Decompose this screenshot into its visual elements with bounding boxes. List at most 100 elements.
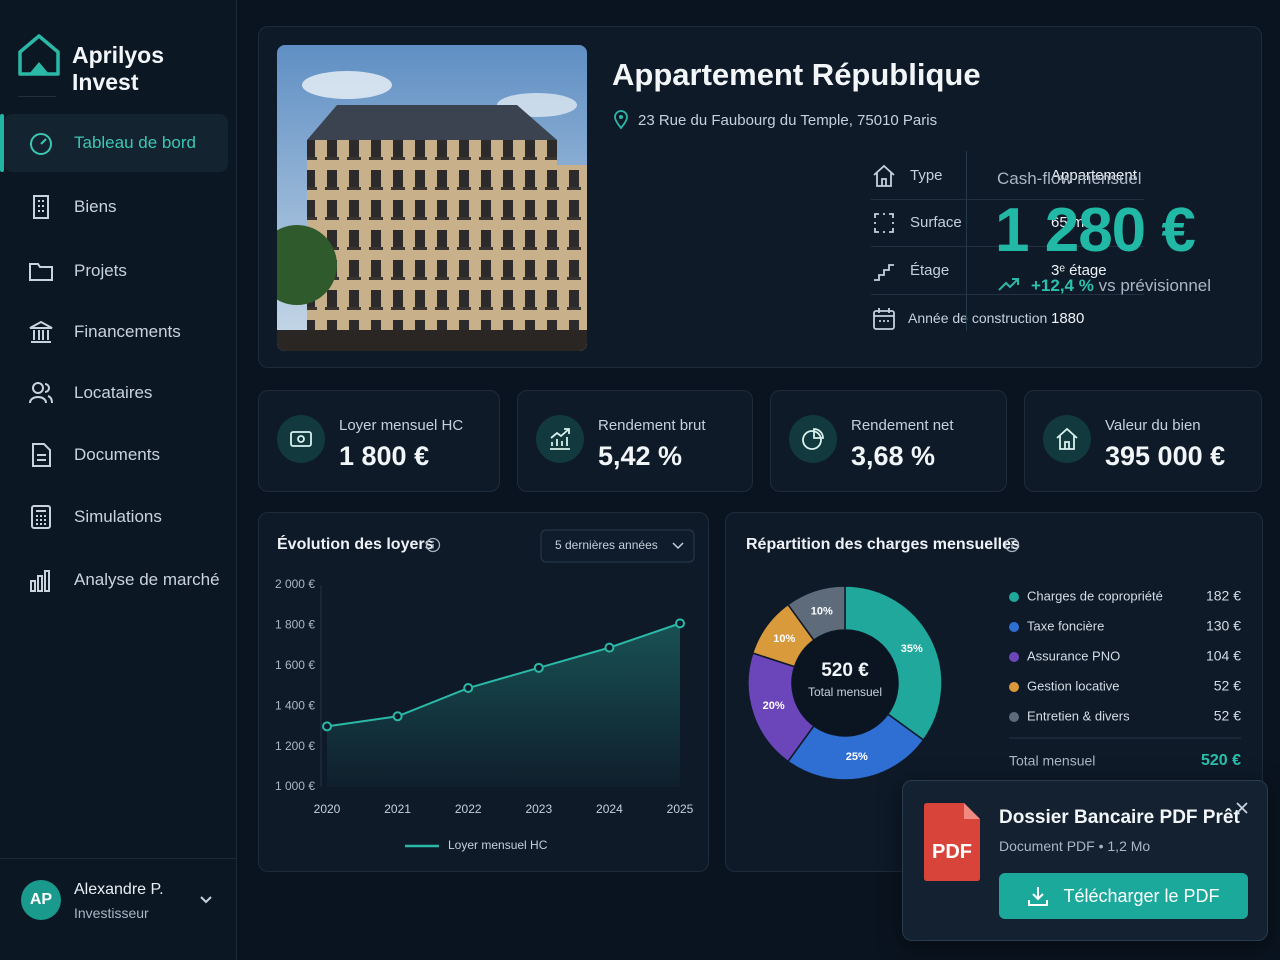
nav-icon [33,195,49,219]
center-label: Total mensuel [808,685,882,699]
kpi-glyph [802,428,824,450]
nav-icon [31,505,51,529]
y-tick-label: 1 600 € [275,658,315,672]
property-photo [277,45,587,351]
slice-label: 20% [763,700,785,712]
info-icon [1004,537,1020,553]
y-tick-label: 1 200 € [275,739,315,753]
nav-item[interactable]: Financements [4,303,228,361]
legend-value: 52 € [1214,708,1241,724]
sidebar: Aprilyos Invest Tableau de bord Biens Proj… [0,0,237,960]
center-value: 520 € [821,660,869,681]
toast-title: Dossier Bancaire PDF Prêt [999,807,1240,828]
point [604,642,615,653]
nav-item[interactable]: Analyse de marché [4,551,228,609]
kpi-glyph [550,428,570,450]
detail-icon [873,164,895,187]
legend-value: 104 € [1206,648,1241,664]
kpi-label: Valeur du bien [1105,417,1201,434]
legend-value: 182 € [1206,588,1241,604]
line [326,622,681,728]
user-name: Alexandre P. [74,881,164,898]
toast-meta: Document PDF • 1,2 Mo [999,838,1151,854]
detail-value: 1880 [1051,310,1085,327]
brand: Aprilyos Invest [72,42,165,95]
property-title: Appartement République [612,57,981,92]
info-icon [432,540,434,543]
nav-label: Financements [74,322,181,341]
line-chart: Évolution des loyers 5 dernières années 1 … [275,529,695,852]
detail-row: Surface 65 m² [871,198,1144,247]
nav-item[interactable]: Simulations [4,488,228,546]
detail-value: 3ᵉ étage [1051,262,1107,279]
trend-value: +12,4 % [1031,276,1094,295]
pin-icon [614,110,628,130]
detail-label: Surface [910,214,962,231]
legend-value: 130 € [1206,618,1241,634]
kpi-card: Loyer mensuel HC 1 800 € [258,390,500,492]
legend-label: Charges de copropriété [1027,588,1163,603]
slice-label: 35% [901,643,923,655]
total-label: Total mensuel [1009,753,1095,769]
nav-item[interactable]: Documents [4,426,228,484]
kpi-card: Rendement net 3,68 % [770,390,1007,492]
nav-item[interactable]: Biens [4,178,228,236]
detail-row: Année de construction 1880 [871,294,1144,342]
donut-chart: Répartition des charges mensuelles 35% 25%… [746,536,1241,781]
point [533,662,544,673]
legend-label: Gestion locative [1027,678,1120,693]
chevron [672,542,684,550]
nav-icon [30,570,50,592]
cashflow-value: 1 280 € [995,196,1196,265]
legend-label: Loyer mensuel HC [448,838,548,852]
nav-icon [29,263,53,281]
kpi-icon [277,415,325,463]
trend: +12,4 % vs prévisionnel [1031,276,1211,296]
kpi-icon [789,415,837,463]
legend-dot [1009,682,1019,692]
download-label: Télécharger le PDF [1063,885,1220,906]
nav-item[interactable]: Projets [4,242,228,300]
file-size: 1,2 Mo [1107,838,1151,854]
user-menu-chevron[interactable] [198,893,214,907]
legend-value: 52 € [1214,678,1241,694]
nav-label: Biens [74,197,117,216]
point [392,711,403,722]
nav-item[interactable]: Tableau de bord [0,114,228,172]
nav-icon [32,443,51,467]
divider [0,858,236,859]
detail-value: 65 m² [1051,214,1090,231]
download-button[interactable]: Télécharger le PDF [999,873,1248,919]
x-tick-label: 2023 [525,802,552,816]
kpi-label: Rendement net [851,417,954,434]
kpi-glyph [290,431,312,447]
kpi-icon [536,415,584,463]
y-tick-label: 1 800 € [275,618,315,632]
pdf-icon [924,803,980,881]
trend-note: vs prévisionnel [1098,276,1212,295]
legend-label: Taxe foncière [1027,618,1104,633]
trend-icon [998,278,1019,291]
nav-label: Locataires [74,383,153,402]
rent-chart-card: Évolution des loyers 5 dernières années 1 … [258,512,709,872]
avatar: AP [21,880,61,920]
point [322,721,332,732]
donut-hole [792,630,898,736]
nav-item[interactable]: Locataires [4,364,228,422]
chart-title: Répartition des charges mensuelles [746,536,1020,553]
period-select[interactable] [540,529,695,563]
close-button[interactable] [1234,800,1250,816]
legend-label: Assurance PNO [1027,648,1120,663]
kpi-label: Loyer mensuel HC [339,417,464,434]
total-value: 520 € [1201,752,1241,769]
kpi-value: 395 000 € [1105,441,1226,471]
point [463,683,474,694]
nav-icon [29,320,53,343]
x-tick-label: 2020 [314,802,341,816]
legend-dot [1009,712,1019,722]
detail-label: Année de construction [908,310,1048,326]
file-type: Document PDF [999,838,1095,854]
slice-label: 25% [846,751,868,763]
